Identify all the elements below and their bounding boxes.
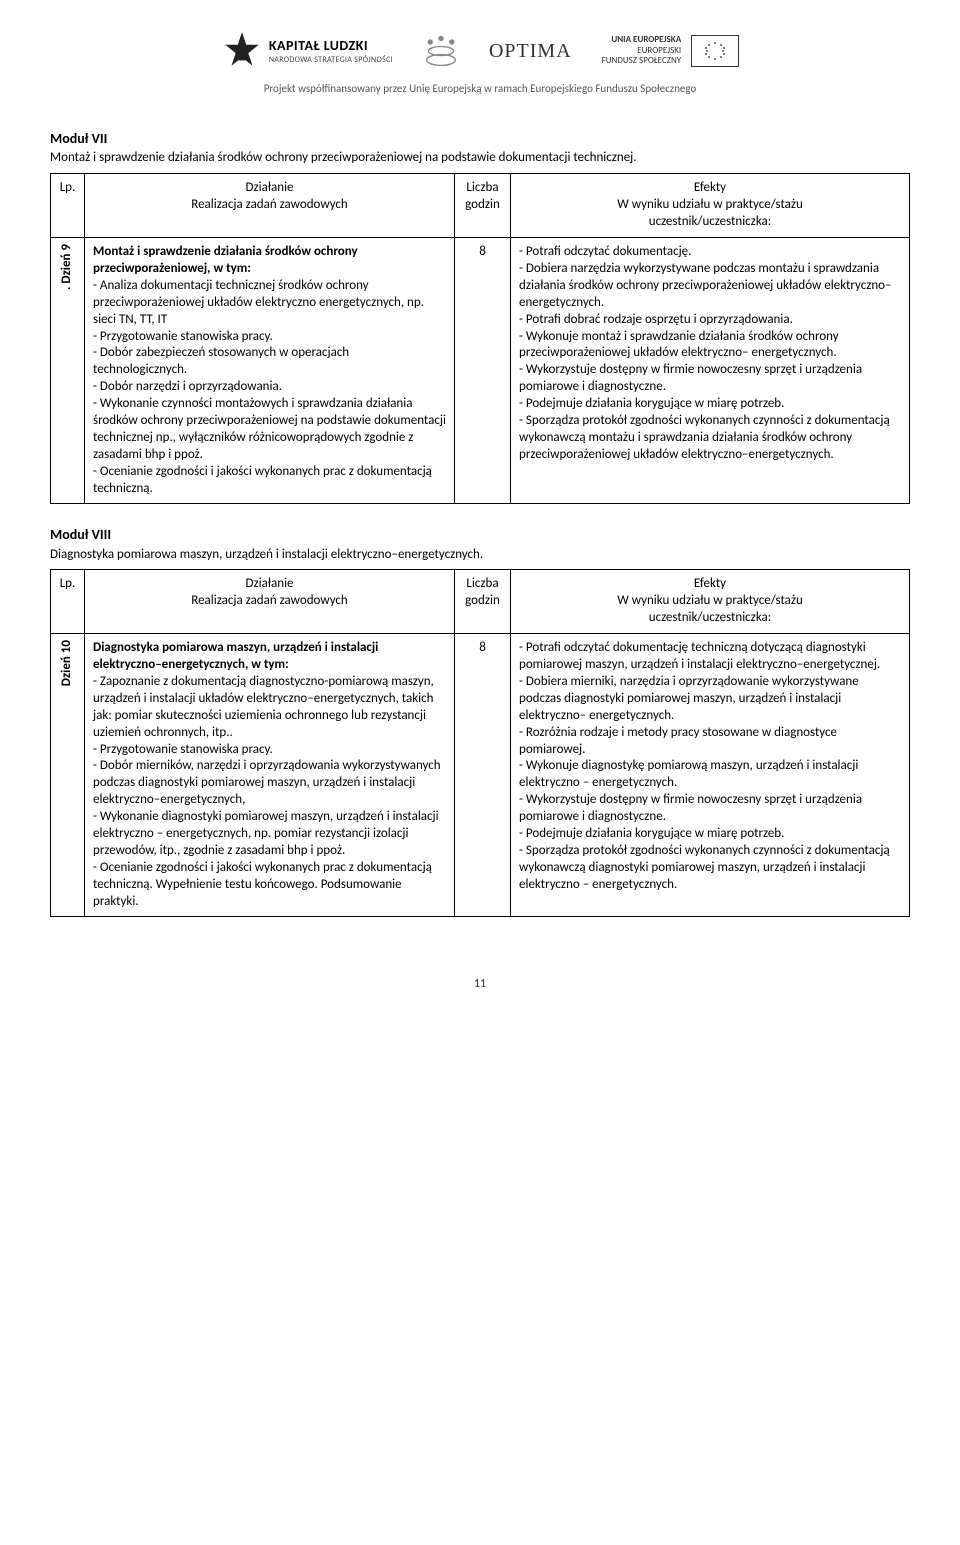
- th-efekty: Efekty: [519, 576, 901, 593]
- activity-items-8: - Zapoznanie z dokumentacją diagnostyczn…: [93, 674, 446, 910]
- list-item: - Przygotowanie stanowiska pracy.: [93, 742, 446, 759]
- day-cell: . Dzień 9: [51, 238, 85, 504]
- th-uczestnik: uczestnik/uczestniczka:: [519, 214, 901, 231]
- th-wwyniku: W wyniku udziału w praktyce/stażu: [519, 197, 901, 214]
- th-lp: Lp.: [51, 174, 85, 238]
- eu-line3: FUNDUSZ SPOŁECZNY: [602, 56, 682, 67]
- th-liczba: Liczba: [463, 180, 502, 197]
- header-logos: KAPITAŁ LUDZKI NARODOWA STRATEGIA SPÓJNO…: [50, 20, 910, 78]
- day-10-label: Dzień 10: [59, 640, 76, 686]
- module-7: Moduł VII Montaż i sprawdzenie działania…: [50, 130, 910, 504]
- logo-eu: UNIA EUROPEJSKA EUROPEJSKI FUNDUSZ SPOŁE…: [602, 35, 740, 67]
- th-uczestnik: uczestnik/uczestniczka:: [519, 610, 901, 627]
- th-dzialanie: Działanie: [93, 576, 446, 593]
- eu-line1: UNIA EUROPEJSKA: [602, 35, 682, 46]
- th-godzin: godzin: [463, 593, 502, 610]
- list-item: - Wykonuje diagnostykę pomiarową maszyn,…: [519, 758, 901, 792]
- th-liczba: Liczba: [463, 576, 502, 593]
- eu-text: UNIA EUROPEJSKA EUROPEJSKI FUNDUSZ SPOŁE…: [602, 35, 682, 67]
- logo-fody: [423, 33, 459, 69]
- list-item: - Przygotowanie stanowiska pracy.: [93, 329, 446, 346]
- th-effects: Efekty W wyniku udziału w praktyce/stażu…: [511, 174, 910, 238]
- list-item: - Rozróżnia rodzaje i metody pracy stoso…: [519, 725, 901, 759]
- table-row: Dzień 10 Diagnostyka pomiarowa maszyn, u…: [51, 634, 910, 917]
- th-realizacja: Realizacja zadań zawodowych: [93, 197, 446, 214]
- logo-kapital-ludzki: KAPITAŁ LUDZKI NARODOWA STRATEGIA SPÓJNO…: [221, 30, 393, 72]
- project-subheader: Projekt współfinansowany przez Unię Euro…: [50, 78, 910, 120]
- list-item: - Wykorzystuje dostępny w firmie nowocze…: [519, 792, 901, 826]
- th-hours: Liczba godzin: [455, 174, 511, 238]
- table-header-row: Lp. Działanie Realizacja zadań zawodowyc…: [51, 174, 910, 238]
- activity-items-7: - Analiza dokumentacji technicznej środk…: [93, 278, 446, 498]
- module-7-desc: Montaż i sprawdzenie działania środków o…: [50, 150, 910, 167]
- activity-cell: Montaż i sprawdzenie działania środków o…: [85, 238, 455, 504]
- activity-cell: Diagnostyka pomiarowa maszyn, urządzeń i…: [85, 634, 455, 917]
- th-activity: Działanie Realizacja zadań zawodowych: [85, 174, 455, 238]
- kl-title: KAPITAŁ LUDZKI: [269, 37, 393, 55]
- list-item: - Ocenianie zgodności i jakości wykonany…: [93, 464, 446, 498]
- list-item: - Potrafi odczytać dokumentację.: [519, 244, 901, 261]
- table-row: . Dzień 9 Montaż i sprawdzenie działania…: [51, 238, 910, 504]
- list-item: - Podejmuje działania korygujące w miarę…: [519, 826, 901, 843]
- th-efekty: Efekty: [519, 180, 901, 197]
- logo-optima: OPTIMA: [489, 38, 572, 64]
- kl-subtitle: NARODOWA STRATEGIA SPÓJNOŚCI: [269, 55, 393, 65]
- list-item: - Wykorzystuje dostępny w firmie nowocze…: [519, 362, 901, 396]
- list-item: - Dobiera mierniki, narzędzia i oprzyrzą…: [519, 674, 901, 725]
- th-effects: Efekty W wyniku udziału w praktyce/stażu…: [511, 570, 910, 634]
- th-godzin: godzin: [463, 197, 502, 214]
- activity-bold: Montaż i sprawdzenie działania środków o…: [93, 244, 358, 276]
- fody-icon: [423, 33, 459, 69]
- th-dzialanie: Działanie: [93, 180, 446, 197]
- list-item: - Analiza dokumentacji technicznej środk…: [93, 278, 446, 329]
- list-item: - Wykonanie czynności montażowych i spra…: [93, 396, 446, 464]
- module-7-table: Lp. Działanie Realizacja zadań zawodowyc…: [50, 173, 910, 504]
- list-item: - Sporządza protokół zgodności wykonanyc…: [519, 843, 901, 894]
- day-cell: Dzień 10: [51, 634, 85, 917]
- module-7-title: Moduł VII: [50, 130, 910, 148]
- th-activity: Działanie Realizacja zadań zawodowych: [85, 570, 455, 634]
- list-item: - Wykonuje montaż i sprawdzanie działani…: [519, 329, 901, 363]
- module-8-table: Lp. Działanie Realizacja zadań zawodowyc…: [50, 569, 910, 917]
- day-9-label: . Dzień 9: [59, 244, 76, 290]
- effects-cell: - Potrafi odczytać dokumentację.- Dobier…: [511, 238, 910, 504]
- hours-cell: 8: [455, 634, 511, 917]
- activity-bold: Diagnostyka pomiarowa maszyn, urządzeń i…: [93, 640, 378, 672]
- effects-cell: - Potrafi odczytać dokumentację technicz…: [511, 634, 910, 917]
- list-item: - Wykonanie diagnostyki pomiarowej maszy…: [93, 809, 446, 860]
- effects-items-8: - Potrafi odczytać dokumentację technicz…: [519, 640, 901, 893]
- list-item: - Potrafi odczytać dokumentację technicz…: [519, 640, 901, 674]
- page-number: 11: [50, 977, 910, 993]
- module-8: Moduł VIII Diagnostyka pomiarowa maszyn,…: [50, 526, 910, 917]
- th-lp: Lp.: [51, 570, 85, 634]
- effects-items-7: - Potrafi odczytać dokumentację.- Dobier…: [519, 244, 901, 464]
- list-item: - Dobór zabezpieczeń stosowanych w opera…: [93, 345, 446, 379]
- optima-text: OPTIMA: [489, 38, 572, 64]
- module-8-desc: Diagnostyka pomiarowa maszyn, urządzeń i…: [50, 547, 910, 564]
- th-hours: Liczba godzin: [455, 570, 511, 634]
- list-item: - Dobiera narzędzia wykorzystywane podcz…: [519, 261, 901, 312]
- list-item: - Dobór narzędzi i oprzyrządowania.: [93, 379, 446, 396]
- list-item: - Dobór mierników, narzędzi i oprzyrządo…: [93, 758, 446, 809]
- eu-flag-icon: [691, 35, 739, 67]
- list-item: - Zapoznanie z dokumentacją diagnostyczn…: [93, 674, 446, 742]
- list-item: - Podejmuje działania korygujące w miarę…: [519, 396, 901, 413]
- list-item: - Ocenianie zgodności i jakości wykonany…: [93, 860, 446, 911]
- th-wwyniku: W wyniku udziału w praktyce/stażu: [519, 593, 901, 610]
- star-person-icon: [221, 30, 263, 72]
- module-8-title: Moduł VIII: [50, 526, 910, 544]
- list-item: - Sporządza protokół zgodności wykonanyc…: [519, 413, 901, 464]
- th-realizacja: Realizacja zadań zawodowych: [93, 593, 446, 610]
- hours-cell: 8: [455, 238, 511, 504]
- list-item: - Potrafi dobrać rodzaje osprzętu i oprz…: [519, 312, 901, 329]
- table-header-row: Lp. Działanie Realizacja zadań zawodowyc…: [51, 570, 910, 634]
